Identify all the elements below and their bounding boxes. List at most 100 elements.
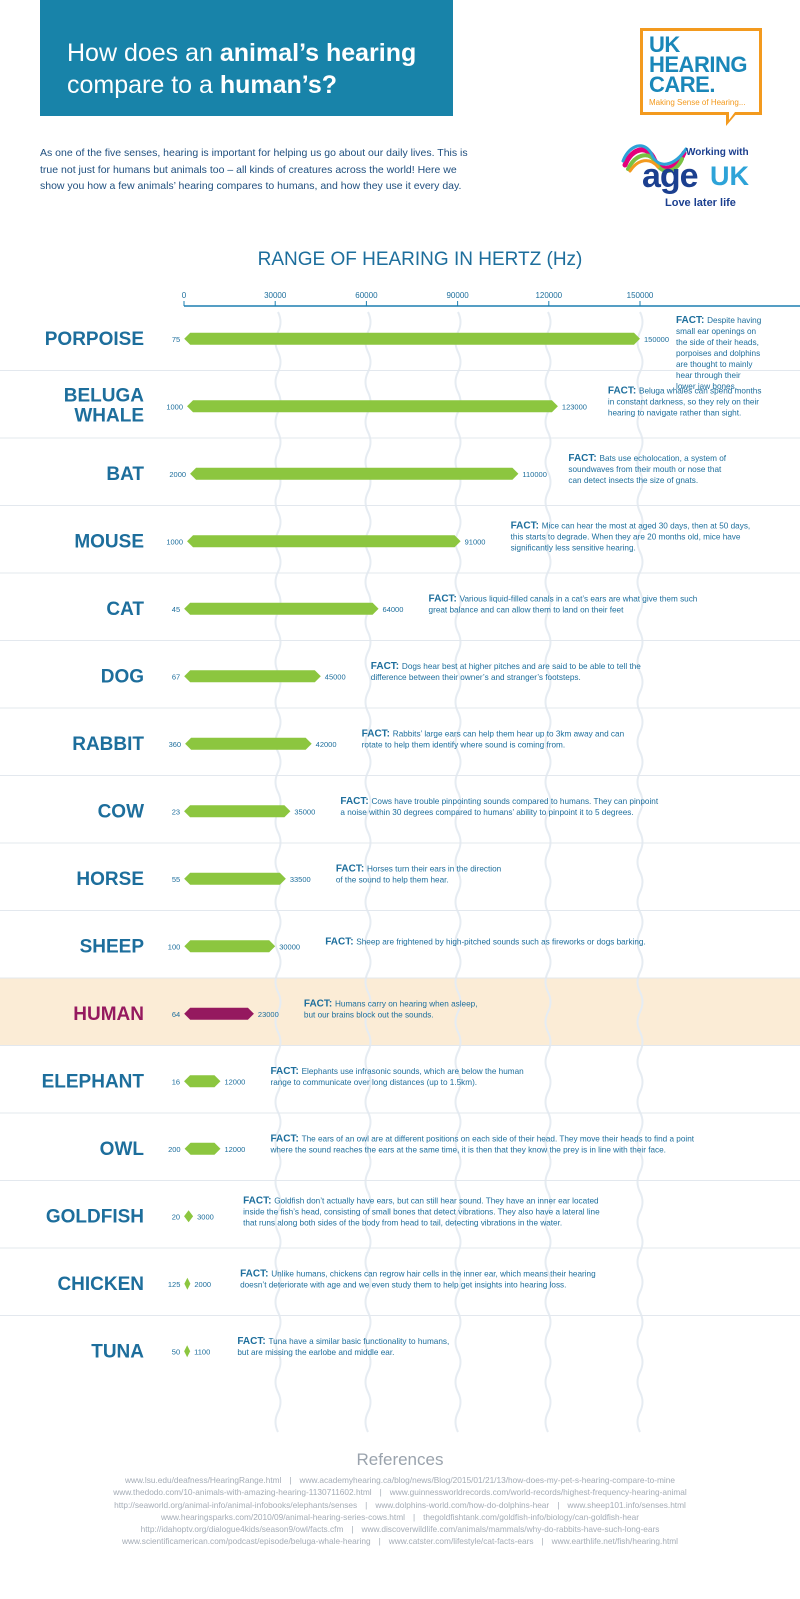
fact-line: Bats use echolocation, a system of — [600, 454, 727, 463]
reference-link[interactable]: www.hearingsparks.com/2010/09/animal-hea… — [161, 1511, 405, 1522]
reference-link[interactable]: www.catster.com/lifestyle/cat-facts-ears — [388, 1536, 534, 1547]
fact-text: significantly less sensitive hearing. — [511, 543, 636, 552]
fact-text: of the sound to help them hear. — [336, 875, 449, 884]
animal-row-owl: OWL 200 12000 FACT: The ears of an owl are … — [100, 1133, 695, 1160]
fact-line: the side of their heads, — [676, 338, 759, 347]
fact-line: where the sound reaches the ears at the … — [269, 1145, 665, 1154]
logo-text-hearing: HEARING — [649, 52, 747, 77]
logo-text-care: CARE. — [649, 72, 715, 97]
range-bar — [184, 602, 379, 615]
fact-label: FACT: — [325, 936, 356, 947]
reference-link[interactable]: www.lsu.edu/deafness/HearingRange.html — [125, 1475, 282, 1485]
fact-label: FACT: — [336, 863, 367, 874]
reference-separator: | — [379, 1487, 382, 1498]
high-value-label: 2000 — [194, 1280, 211, 1289]
fact-line: porpoises and dolphins — [676, 349, 760, 358]
reference-line: www.hearingsparks.com/2010/09/animal-hea… — [60, 1511, 740, 1523]
fact-text: a noise within 30 degrees compared to hu… — [340, 808, 633, 817]
reference-link[interactable]: www.academyhearing.ca/blog/news/Blog/201… — [299, 1475, 675, 1485]
low-value-label: 67 — [172, 672, 180, 681]
fact-text: difference between their owner’s and str… — [371, 673, 581, 682]
reference-line: www.lsu.edu/deafness/HearingRange.html | w… — [60, 1474, 740, 1486]
reference-link[interactable]: http://idahoptv.org/dialogue4kids/season… — [140, 1524, 344, 1535]
animal-row-horse: HORSE 55 33500 FACT: Horses turn their ears… — [76, 863, 501, 890]
hearing-range-chart: 0 30000 60000 90000 120000 150000 PORPOISE 75 15… — [0, 291, 800, 1433]
reference-link[interactable]: www.dolphins-world.com/how-do-dolphins-h… — [375, 1499, 550, 1510]
reference-link[interactable]: www.earthlife.net/fish/hearing.html — [551, 1536, 679, 1547]
reference-link[interactable]: www.thedodo.com/10-animals-with-amazing-… — [113, 1487, 372, 1498]
range-bar — [184, 940, 276, 953]
fact-text: hear through their — [676, 371, 741, 380]
fact-text: lower jaw bones. — [676, 382, 737, 391]
fact-label: FACT: — [304, 998, 335, 1009]
animal-name: PORPOISE — [45, 329, 144, 350]
logo-working-with: Working with — [686, 147, 749, 158]
range-bar — [184, 670, 321, 683]
high-value-label: 1100 — [194, 1347, 210, 1356]
reference-separator: | — [289, 1475, 292, 1485]
animal-name: BAT — [106, 464, 144, 485]
fact-line: difference between their owner’s and str… — [371, 673, 581, 682]
logo-age: age — [642, 157, 699, 195]
low-value-label: 75 — [172, 335, 180, 344]
reference-line: http://idahoptv.org/dialogue4kids/season… — [60, 1523, 740, 1535]
fact-label: FACT: — [270, 1066, 301, 1077]
title-line-2: compare to a human’s? — [67, 71, 337, 99]
fact-line: soundwaves from their mouth or nose that — [568, 465, 722, 474]
low-value-label: 360 — [169, 740, 182, 749]
low-value-label: 23 — [172, 807, 180, 816]
fact-label: FACT: — [243, 1195, 274, 1206]
animal-name: GOLDFISH — [46, 1206, 144, 1227]
human-highlight-band — [0, 978, 800, 1046]
animal-name: MOUSE — [74, 531, 144, 552]
fact-text: this starts to degrade. When they are 20… — [511, 532, 741, 541]
reference-link[interactable]: http://seaworld.org/animal-info/animal-i… — [114, 1499, 358, 1510]
range-bar — [184, 1075, 221, 1088]
fact-label: FACT: — [608, 385, 639, 396]
reference-line: www.scientificamerican.com/podcast/episo… — [60, 1535, 740, 1547]
fact-text: inside the fish’s head, consisting of sm… — [243, 1207, 600, 1216]
fact-line: hear through their — [676, 371, 741, 380]
fact-line: Cows have trouble pinpointing sounds com… — [372, 797, 659, 806]
frequency-wave-line — [636, 311, 644, 1433]
fact-text: where the sound reaches the ears at the … — [269, 1145, 665, 1154]
fact-text: FACT: Sheep are frightened by high-pitch… — [325, 936, 646, 947]
x-tick-label: 0 — [182, 291, 187, 300]
reference-link[interactable]: thegoldfishtank.com/goldfish-info/biolog… — [423, 1511, 639, 1522]
fact-text: range to communicate over long distances… — [270, 1078, 477, 1087]
fact-label: FACT: — [429, 593, 460, 604]
high-value-label: 110000 — [522, 470, 546, 479]
intro-paragraph: As one of the five senses, hearing is im… — [40, 147, 468, 192]
fact-text: are thought to mainly — [676, 360, 753, 369]
high-value-label: 42000 — [316, 740, 337, 749]
reference-link[interactable]: www.discoverwildlife.com/animals/mammals… — [361, 1524, 660, 1535]
reference-separator: | — [557, 1499, 560, 1510]
title-line-1: How does an animal’s hearing — [67, 39, 417, 67]
fact-text: FACT: Mice can hear the most at aged 30 … — [511, 520, 751, 531]
range-bar — [184, 1277, 191, 1290]
references-list: www.lsu.edu/deafness/HearingRange.html | w… — [60, 1474, 740, 1548]
frequency-wave-line — [454, 311, 462, 1433]
animal-row-tuna: TUNA 50 1100 FACT: Tuna have a similar basi… — [91, 1336, 449, 1363]
fact-label: FACT: — [511, 520, 542, 531]
high-value-label: 150000 — [644, 335, 669, 344]
fact-text: rotate to help them identify where sound… — [362, 740, 565, 749]
reference-link[interactable]: www.guinnessworldrecords.com/world-recor… — [389, 1487, 687, 1498]
fact-text: but our brains block out the sounds. — [304, 1010, 434, 1019]
low-value-label: 16 — [172, 1077, 180, 1086]
fact-label: FACT: — [568, 453, 599, 464]
reference-link[interactable]: www.sheep101.info/senses.html — [567, 1499, 686, 1510]
animal-name: CAT — [106, 599, 144, 620]
low-value-label: 20 — [172, 1212, 180, 1221]
range-bar — [184, 1345, 191, 1358]
swirl-logo-icon — [621, 144, 688, 173]
fact-text: great balance and can allow them to land… — [429, 605, 625, 614]
x-tick-label: 90000 — [446, 291, 469, 300]
fact-text: small ear openings on — [676, 327, 757, 336]
fact-text: FACT: Elephants use infrasonic sounds, w… — [270, 1066, 524, 1077]
fact-line: are thought to mainly — [676, 360, 753, 369]
reference-link[interactable]: www.scientificamerican.com/podcast/episo… — [121, 1536, 371, 1547]
x-tick-label: 30000 — [264, 291, 287, 300]
range-bar — [185, 737, 312, 750]
